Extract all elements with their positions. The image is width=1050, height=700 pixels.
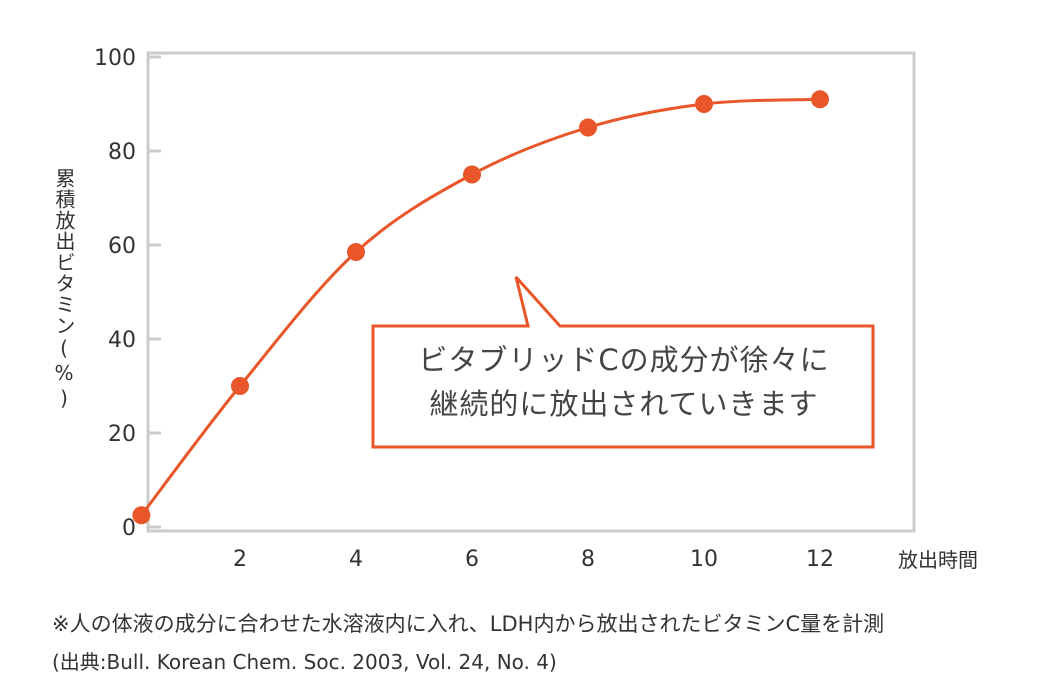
footnote: ※人の体液の成分に合わせた水溶液内に入れ、LDH内から放出されたビタミンC量を計… (52, 612, 885, 636)
y-tick-label: 60 (108, 234, 136, 259)
x-axis-label: 放出時間 (898, 548, 978, 572)
callout-line-1: ビタブリッドCの成分が徐々に (418, 343, 830, 377)
plot-frame (146, 51, 916, 533)
data-point (231, 377, 249, 395)
y-tick-label: 20 (108, 422, 136, 447)
source-citation: (出典:Bull. Korean Chem. Soc. 2003, Vol. 2… (52, 650, 557, 674)
callout-text: ビタブリッドCの成分が徐々に 継続的に放出されていきます (378, 338, 870, 426)
y-axis-ticks: 0 20 40 60 80 100 (94, 46, 161, 541)
data-points (132, 90, 829, 525)
x-tick-label: 8 (581, 547, 595, 572)
x-tick-label: 2 (233, 547, 247, 572)
y-tick-label: 100 (94, 46, 136, 71)
callout-line-2: 継続的に放出されていきます (429, 387, 819, 421)
y-tick-label: 40 (108, 328, 136, 353)
y-axis-label: 累積放出ビタミン(%) (52, 168, 76, 411)
y-tick-label: 0 (122, 516, 136, 541)
x-tick-label: 4 (349, 547, 363, 572)
x-axis-ticks: 2 4 6 8 10 12 (233, 547, 834, 572)
data-point (463, 165, 481, 184)
x-tick-label: 10 (690, 547, 718, 572)
y-tick-label: 80 (108, 140, 136, 165)
data-point (695, 95, 713, 113)
x-tick-label: 6 (465, 547, 479, 572)
data-point (132, 506, 151, 525)
x-tick-label: 12 (806, 547, 834, 572)
data-point (347, 243, 365, 262)
data-point (579, 118, 597, 137)
callout-box (371, 275, 875, 449)
data-point (811, 90, 829, 109)
series-line (140, 97, 821, 517)
